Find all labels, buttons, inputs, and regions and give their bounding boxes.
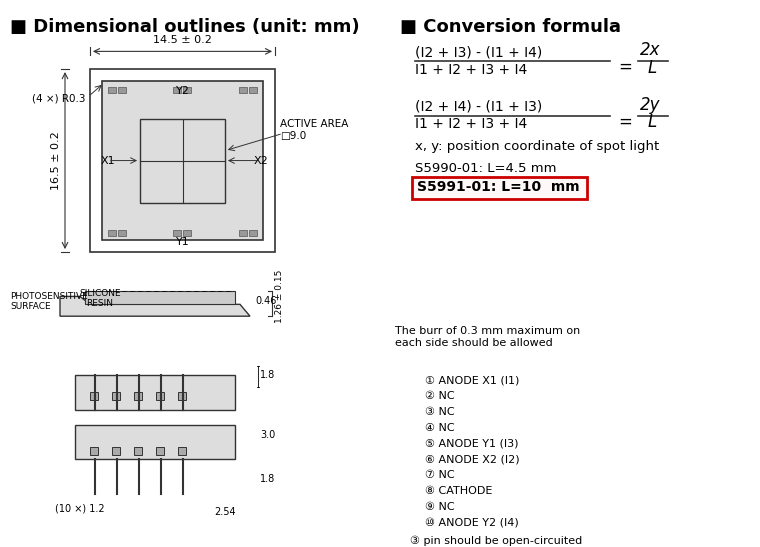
Text: ■ Dimensional outlines (unit: mm): ■ Dimensional outlines (unit: mm) — [10, 18, 359, 36]
FancyBboxPatch shape — [412, 177, 587, 199]
Bar — [75, 425, 235, 459]
Bar — [239, 87, 247, 93]
Polygon shape — [102, 81, 263, 240]
Text: ⑨ NC: ⑨ NC — [425, 502, 454, 512]
Polygon shape — [60, 296, 250, 316]
Text: 1.8: 1.8 — [260, 370, 275, 381]
Bar — [183, 230, 191, 236]
Text: 16.5 ± 0.2: 16.5 ± 0.2 — [51, 131, 61, 190]
Bar — [156, 446, 164, 455]
Text: Y1: Y1 — [176, 237, 189, 247]
Bar — [75, 375, 235, 410]
Text: (I2 + I3) - (I1 + I4): (I2 + I3) - (I1 + I4) — [415, 45, 542, 59]
Text: ACTIVE AREA: ACTIVE AREA — [280, 119, 348, 129]
Text: The burr of 0.3 mm maximum on
each side should be allowed: The burr of 0.3 mm maximum on each side … — [395, 326, 580, 348]
Text: 3.0: 3.0 — [260, 430, 275, 440]
Text: ③ NC: ③ NC — [425, 407, 454, 417]
Text: x, y: position coordinate of spot light: x, y: position coordinate of spot light — [415, 140, 659, 153]
Bar — [108, 230, 116, 236]
Text: I1 + I2 + I3 + I4: I1 + I2 + I3 + I4 — [415, 63, 527, 77]
Bar — [178, 392, 186, 400]
Polygon shape — [85, 292, 235, 304]
Text: ⑦ NC: ⑦ NC — [425, 470, 454, 480]
Text: 0.46: 0.46 — [255, 296, 277, 306]
Text: L: L — [648, 113, 657, 131]
Text: (4 ×) R0.3: (4 ×) R0.3 — [31, 94, 85, 104]
Bar — [118, 230, 126, 236]
Bar — [134, 446, 142, 455]
Bar — [173, 87, 181, 93]
Text: □9.0: □9.0 — [280, 131, 306, 141]
Text: =: = — [618, 58, 632, 76]
Text: ① ANODE X1 (I1): ① ANODE X1 (I1) — [425, 375, 519, 386]
Text: I1 + I2 + I3 + I4: I1 + I2 + I3 + I4 — [415, 118, 527, 131]
Bar — [239, 230, 247, 236]
Text: S5990-01: L=4.5 mm: S5990-01: L=4.5 mm — [415, 162, 556, 175]
Text: (10 ×) 1.2: (10 ×) 1.2 — [55, 504, 105, 514]
Text: ③ pin should be open-circuited: ③ pin should be open-circuited — [410, 536, 582, 546]
Text: 2.54: 2.54 — [214, 507, 236, 517]
Text: 1.8: 1.8 — [260, 474, 275, 484]
Text: ⑩ ANODE Y2 (I4): ⑩ ANODE Y2 (I4) — [425, 518, 519, 528]
Bar — [118, 87, 126, 93]
Bar — [178, 446, 186, 455]
Text: PHOTOSENSITIVE
SURFACE: PHOTOSENSITIVE SURFACE — [10, 292, 87, 311]
Text: =: = — [618, 113, 632, 131]
Text: X1: X1 — [100, 155, 116, 166]
Bar — [173, 230, 181, 236]
Bar — [156, 392, 164, 400]
Bar — [249, 230, 257, 236]
Text: (I2 + I4) - (I1 + I3): (I2 + I4) - (I1 + I3) — [415, 100, 542, 114]
Text: S5991-01: L=10  mm: S5991-01: L=10 mm — [417, 179, 580, 194]
Text: ⑤ ANODE Y1 (I3): ⑤ ANODE Y1 (I3) — [425, 439, 518, 449]
Bar — [90, 392, 98, 400]
Bar — [249, 87, 257, 93]
Text: 2x: 2x — [640, 41, 660, 59]
Text: SILICONE
RESIN: SILICONE RESIN — [79, 288, 121, 308]
Text: ⑥ ANODE X2 (I2): ⑥ ANODE X2 (I2) — [425, 455, 520, 464]
Text: ⑧ CATHODE: ⑧ CATHODE — [425, 486, 492, 496]
Bar — [134, 392, 142, 400]
Text: ② NC: ② NC — [425, 391, 454, 401]
Bar — [108, 87, 116, 93]
Text: L: L — [648, 59, 657, 77]
Text: 1.26 ± 0.15: 1.26 ± 0.15 — [275, 270, 284, 323]
Bar — [112, 446, 120, 455]
Text: ④ NC: ④ NC — [425, 423, 454, 433]
Bar — [112, 392, 120, 400]
Bar — [90, 446, 98, 455]
Bar — [183, 87, 191, 93]
Text: 2y: 2y — [640, 96, 660, 114]
Text: X2: X2 — [254, 155, 268, 166]
Text: 14.5 ± 0.2: 14.5 ± 0.2 — [153, 36, 212, 45]
Text: Y2: Y2 — [176, 86, 189, 96]
Text: ■ Conversion formula: ■ Conversion formula — [400, 18, 621, 36]
